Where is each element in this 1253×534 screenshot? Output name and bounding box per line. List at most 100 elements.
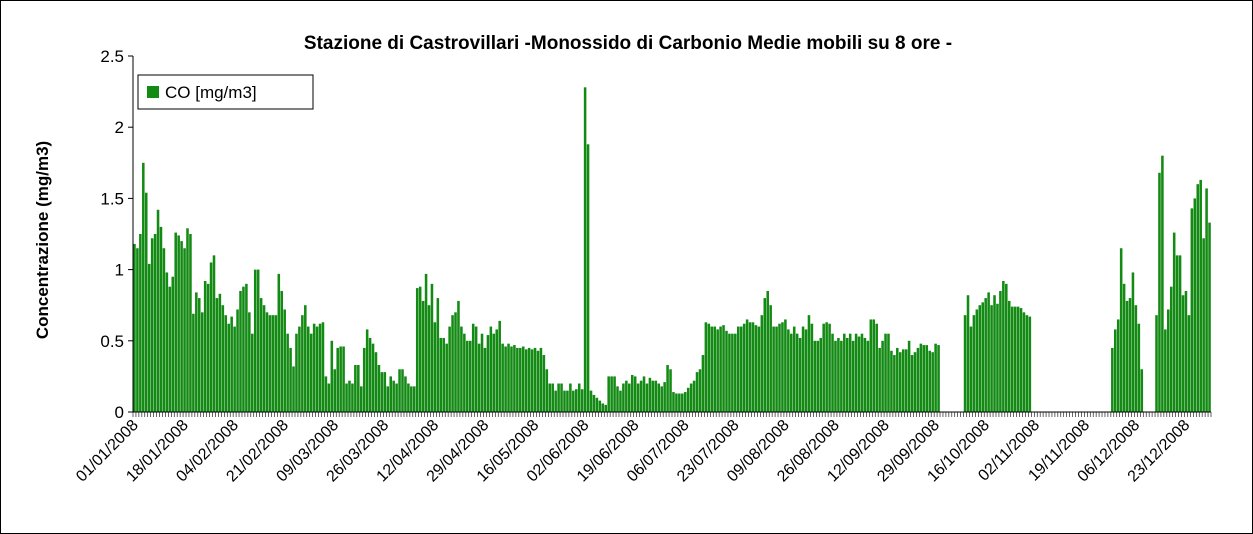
bar — [919, 343, 923, 412]
bar — [489, 326, 493, 412]
bar — [710, 326, 714, 412]
bar — [651, 380, 655, 412]
bar — [239, 290, 242, 412]
bar — [572, 390, 575, 412]
bar — [828, 323, 831, 412]
bar — [987, 292, 990, 412]
bar — [436, 298, 440, 412]
bar — [557, 383, 560, 412]
bar — [483, 347, 487, 412]
bar — [1134, 305, 1138, 412]
bar — [1010, 306, 1014, 412]
bar — [1169, 286, 1173, 412]
bar — [227, 323, 230, 412]
bar — [775, 326, 778, 412]
bar — [698, 369, 702, 412]
bar — [171, 276, 175, 412]
bar — [156, 209, 160, 412]
bar — [999, 290, 1002, 412]
bar — [197, 298, 201, 412]
bar — [315, 326, 319, 412]
bar — [359, 386, 363, 412]
bar — [1158, 172, 1161, 412]
bar — [984, 298, 987, 412]
bar — [898, 352, 902, 412]
bar — [510, 346, 513, 412]
bar — [430, 283, 434, 412]
bar — [392, 380, 395, 412]
bar — [810, 323, 814, 412]
bar — [298, 326, 301, 412]
bar — [657, 383, 661, 412]
bar — [1208, 222, 1211, 412]
y-axis-label: Concentrazione (mg/m3) — [33, 141, 52, 339]
bar — [1187, 315, 1191, 412]
bar — [681, 393, 684, 412]
bar — [784, 319, 787, 412]
bar — [368, 337, 372, 412]
bar — [722, 325, 725, 412]
bar — [142, 162, 145, 412]
bar — [916, 347, 920, 412]
bar — [256, 269, 260, 412]
bar — [1122, 283, 1126, 412]
bar — [539, 347, 543, 412]
bar — [133, 243, 136, 412]
bar — [563, 390, 566, 412]
bar — [893, 355, 896, 412]
bar — [542, 355, 546, 412]
bar — [787, 329, 790, 412]
bar — [306, 326, 310, 412]
bar — [463, 333, 466, 412]
bar — [265, 312, 269, 412]
bar — [233, 326, 236, 412]
bar — [1022, 312, 1026, 412]
bar — [996, 303, 999, 412]
bar — [922, 345, 926, 412]
bar — [972, 315, 976, 412]
bar — [460, 326, 463, 412]
bar — [1161, 155, 1164, 412]
bar — [136, 248, 139, 412]
bar — [1116, 319, 1120, 412]
bar — [613, 376, 616, 412]
bar — [975, 309, 979, 412]
legend-swatch — [147, 86, 159, 98]
bar — [212, 255, 216, 412]
bar — [772, 326, 775, 412]
bar — [589, 390, 593, 412]
bar — [516, 347, 519, 412]
bar — [816, 340, 820, 412]
bar — [330, 340, 334, 412]
bar — [147, 263, 151, 412]
bar — [925, 345, 929, 412]
bar — [834, 340, 837, 412]
bar — [801, 326, 805, 412]
bar — [274, 315, 278, 412]
bar — [686, 387, 690, 412]
bar — [480, 333, 484, 412]
bar — [262, 305, 266, 412]
legend-box — [137, 74, 314, 110]
bar — [380, 372, 384, 412]
bar — [1111, 347, 1114, 412]
bar — [421, 300, 425, 412]
bar — [398, 369, 401, 412]
bar — [1184, 290, 1188, 412]
bar — [277, 273, 281, 412]
bar — [763, 298, 767, 412]
bar — [675, 393, 678, 412]
bar — [209, 262, 213, 412]
bar — [345, 383, 348, 412]
bar — [663, 382, 666, 412]
bar — [713, 326, 716, 412]
bar — [890, 350, 893, 412]
bar — [760, 315, 764, 412]
bar — [180, 241, 183, 412]
bar — [1202, 238, 1205, 412]
bar — [745, 319, 749, 412]
bar — [445, 343, 448, 412]
bar — [769, 305, 772, 412]
bar — [1028, 316, 1032, 412]
